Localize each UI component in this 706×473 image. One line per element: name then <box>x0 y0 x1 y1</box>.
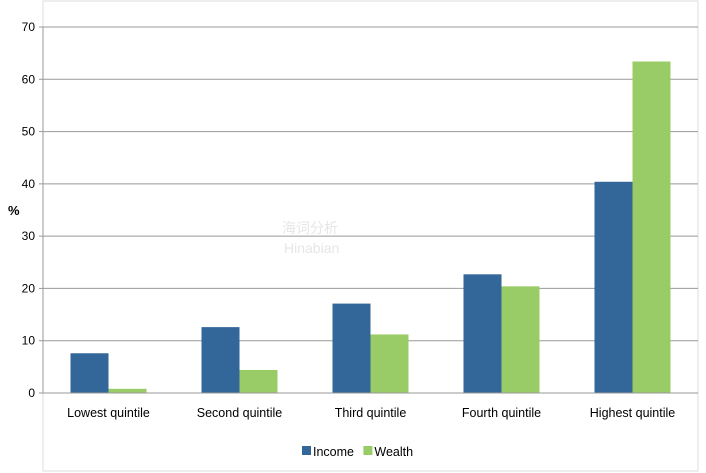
y-axis-ticks: 0 10 20 30 40 50 60 70 <box>22 20 43 400</box>
x-category-label: Highest quintile <box>590 406 676 420</box>
y-tick-label: 10 <box>22 334 36 348</box>
bar-wealth <box>501 286 540 393</box>
bar-wealth <box>370 334 409 393</box>
bars <box>70 61 671 393</box>
bar-income <box>332 303 371 393</box>
x-category-label: Fourth quintile <box>462 406 541 420</box>
bar-income <box>201 327 240 393</box>
y-tick-label: 60 <box>22 72 36 86</box>
bar-income <box>463 274 502 393</box>
y-tick-label: 70 <box>22 20 36 34</box>
legend: Income Wealth <box>302 445 413 459</box>
y-tick-label: 20 <box>22 281 36 295</box>
y-axis-label: % <box>8 203 20 218</box>
legend-label-wealth: Wealth <box>374 445 413 459</box>
legend-swatch-income <box>302 446 311 455</box>
x-category-label: Second quintile <box>197 406 283 420</box>
legend-label-income: Income <box>313 445 354 459</box>
bar-income <box>70 353 109 393</box>
watermark-text-latin: Hinabian <box>284 240 339 256</box>
x-category-label: Third quintile <box>335 406 407 420</box>
y-tick-label: 50 <box>22 125 36 139</box>
y-tick-label: 30 <box>22 229 36 243</box>
bar-income <box>594 181 633 393</box>
y-tick-label: 0 <box>28 386 35 400</box>
bar-wealth <box>108 388 147 393</box>
watermark-text: 海词分析 <box>282 220 338 236</box>
category-labels: Lowest quintile Second quintile Third quin… <box>67 406 675 420</box>
x-category-label: Lowest quintile <box>67 406 150 420</box>
gridlines <box>43 26 698 342</box>
bar-wealth <box>239 369 278 393</box>
y-tick-label: 40 <box>22 177 36 191</box>
bar-wealth <box>632 61 671 393</box>
legend-swatch-wealth <box>363 446 373 455</box>
